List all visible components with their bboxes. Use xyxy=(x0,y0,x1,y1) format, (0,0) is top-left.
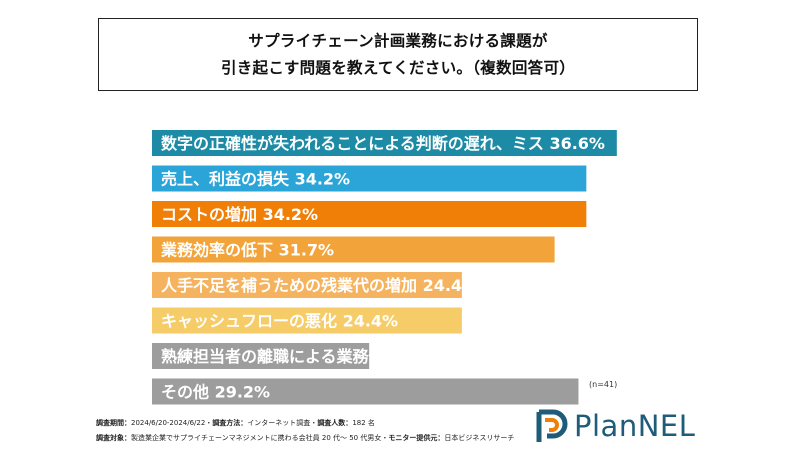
bar-label-2: 売上、利益の損失 34.2% xyxy=(161,170,350,189)
bar-4 xyxy=(152,236,555,263)
plannel-logo-icon xyxy=(536,409,568,442)
footer-count-key: 調査人数： xyxy=(317,419,353,427)
bar-label-8: その他 29.2% xyxy=(161,383,270,402)
bar-label-5: 人手不足を補うための残業代の増加 24.4% xyxy=(161,276,478,295)
footer-period-key: 調査期間： xyxy=(96,419,131,427)
footer-target-key: 調査対象： xyxy=(96,434,131,442)
footer-line-1: 調査期間：2024/6/20-2024/6/22・調査方法：インターネット調査・… xyxy=(96,418,375,428)
footer-line-2: 調査対象：製造業企業でサプライチェーンマネジメントに携わる会社員 20 代～ 5… xyxy=(96,433,514,443)
bar-label-1: 数字の正確性が失われることによる判断の遅れ、ミス 36.6% xyxy=(161,134,605,153)
plannel-logo: PlanNEL xyxy=(532,406,717,448)
bar-1 xyxy=(152,130,617,156)
footer-period-value: 2024/6/20-2024/6/22・ xyxy=(131,419,213,427)
sample-size-note: (n=41) xyxy=(589,380,618,389)
chart-title-line1: サプライチェーン計画業務における課題が xyxy=(248,31,548,50)
title-box: サプライチェーン計画業務における課題が 引き起こす問題を教えてください。（複数回… xyxy=(98,18,698,91)
bar-label-6: キャッシュフローの悪化 24.4% xyxy=(161,312,398,331)
bar-2 xyxy=(152,165,587,192)
bar-8 xyxy=(152,378,579,405)
bar-7 xyxy=(152,343,370,369)
bar-5 xyxy=(152,272,462,298)
footer-method-key: 調査方法： xyxy=(212,419,248,427)
bar-label-3: コストの増加 34.2% xyxy=(161,205,318,224)
chart-title-line2: 引き起こす問題を教えてください。（複数回答可） xyxy=(220,58,576,77)
footer-target-value: 製造業企業でサプライチェーンマネジメントに携わる会社員 20 代～ 50 代男女… xyxy=(131,434,389,442)
footer-provider-value: 日本ビジネスリサーチ xyxy=(444,434,515,442)
footer-provider-key: モニター提供元： xyxy=(388,434,445,442)
bar-label-7: 熟練担当者の離職による業務停止のリスク 17.1% xyxy=(161,347,526,366)
footer-method-value: インターネット調査・ xyxy=(247,419,318,427)
bar-3 xyxy=(152,201,587,227)
bar-6 xyxy=(152,307,462,334)
plannel-logo-text: PlanNEL xyxy=(574,409,696,443)
bar-label-4: 業務効率の低下 31.7% xyxy=(160,241,334,260)
footer-count-value: 182 名 xyxy=(352,419,375,427)
